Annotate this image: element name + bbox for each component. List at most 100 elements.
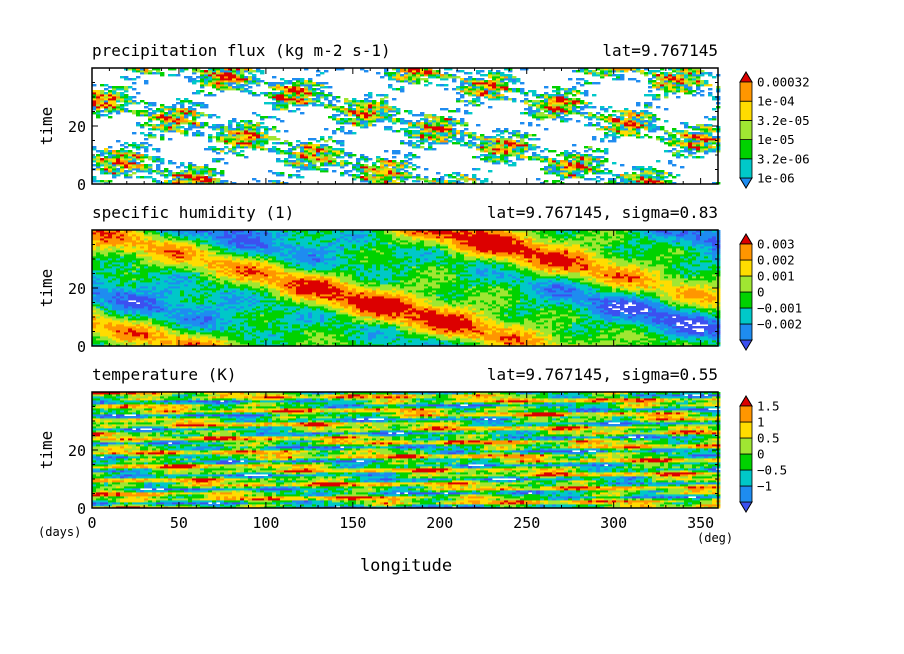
heatmap-cell — [652, 94, 656, 96]
heatmap-cell — [576, 70, 580, 72]
heatmap-cell — [148, 156, 152, 158]
heatmap-cell — [668, 160, 672, 162]
heatmap-cell — [320, 168, 324, 170]
heatmap-cell — [512, 162, 516, 164]
heatmap-cell — [536, 154, 540, 156]
heatmap-cell — [384, 100, 388, 102]
heatmap-cell — [128, 150, 132, 152]
heatmap-cell — [592, 94, 596, 96]
heatmap-cell — [456, 86, 460, 88]
heatmap-cell — [292, 152, 296, 154]
heatmap-cell — [340, 118, 344, 120]
heatmap-cell — [252, 92, 256, 94]
heatmap-cell — [696, 92, 700, 94]
heatmap-cell — [700, 124, 704, 126]
heatmap-cell — [676, 138, 680, 140]
heatmap-cell — [600, 138, 604, 140]
heatmap-cell — [532, 138, 536, 140]
heatmap-cell — [456, 178, 460, 180]
heatmap-cell — [672, 176, 676, 178]
colorbar-extend-min — [740, 178, 752, 188]
heatmap-cell — [240, 120, 244, 122]
heatmap-cell — [692, 132, 696, 134]
heatmap-cell — [464, 78, 468, 80]
heatmap-cell — [212, 158, 216, 160]
heatmap-cell — [548, 94, 552, 96]
heatmap-cell — [168, 106, 172, 108]
heatmap-cell — [196, 90, 200, 92]
heatmap-cell — [236, 152, 240, 154]
heatmap-cell — [172, 172, 176, 174]
heatmap-cell — [132, 88, 136, 90]
heatmap-cell — [336, 162, 340, 164]
heatmap-cell — [216, 152, 220, 154]
heatmap-cell — [388, 72, 392, 74]
heatmap-cell — [144, 176, 148, 178]
heatmap-cell — [168, 138, 172, 140]
heatmap-cell — [604, 126, 608, 128]
heatmap-cell — [464, 132, 468, 134]
heatmap-cell — [212, 114, 216, 116]
heatmap-cell — [100, 168, 104, 170]
heatmap-cell — [636, 112, 640, 114]
heatmap-cell — [588, 154, 592, 156]
heatmap-cell — [488, 136, 492, 138]
heatmap-cell — [140, 154, 144, 156]
heatmap-cell — [152, 170, 156, 172]
heatmap-cell — [672, 164, 676, 166]
heatmap-cell — [408, 130, 412, 132]
heatmap-cell — [216, 158, 220, 160]
heatmap-cell — [332, 140, 336, 142]
heatmap-cell — [428, 114, 432, 116]
heatmap-cell — [664, 130, 668, 132]
heatmap-cell — [408, 158, 412, 160]
heatmap-cell — [384, 126, 388, 128]
heatmap-cell — [416, 174, 420, 176]
heatmap-cell — [544, 180, 548, 182]
heatmap-cell — [704, 116, 708, 118]
heatmap-cell — [688, 132, 692, 134]
heatmap-cell — [180, 130, 184, 132]
heatmap-cell — [692, 90, 696, 92]
heatmap-cell — [340, 156, 344, 158]
heatmap-cell — [656, 74, 660, 76]
heatmap-cell — [292, 82, 296, 84]
heatmap-cell — [208, 134, 212, 136]
heatmap-cell — [380, 94, 384, 96]
heatmap-cell — [244, 76, 248, 78]
heatmap-cell — [664, 172, 668, 174]
heatmap-cell — [352, 132, 356, 134]
heatmap-cell — [684, 130, 688, 132]
heatmap-cell — [280, 172, 284, 174]
heatmap-cell — [136, 122, 140, 124]
heatmap-cell — [464, 142, 468, 144]
heatmap-cell — [132, 96, 136, 98]
heatmap-cell — [128, 86, 132, 88]
heatmap-cell — [476, 136, 480, 138]
heatmap-cell — [708, 118, 712, 120]
heatmap-cell — [256, 114, 260, 116]
heatmap-cell — [668, 180, 672, 182]
heatmap-cell — [212, 136, 216, 138]
heatmap-cell — [600, 160, 604, 162]
heatmap-cell — [116, 168, 120, 170]
heatmap-cell — [660, 72, 664, 74]
heatmap-cell — [416, 114, 420, 116]
heatmap-cell — [156, 108, 160, 110]
heatmap-cell — [204, 104, 208, 106]
heatmap-cell — [580, 112, 584, 114]
heatmap-cell — [324, 128, 328, 130]
heatmap-cell — [656, 118, 660, 120]
heatmap-cell — [240, 84, 244, 86]
heatmap-cell — [316, 144, 320, 146]
heatmap-cell — [648, 78, 652, 80]
heatmap-cell — [448, 174, 452, 176]
heatmap-cell — [484, 80, 488, 82]
heatmap-cell — [144, 106, 148, 108]
heatmap-cell — [672, 148, 676, 150]
heatmap-cell — [580, 92, 584, 94]
heatmap-cell — [144, 80, 148, 82]
heatmap-cell — [436, 116, 440, 118]
heatmap-cell — [520, 100, 524, 102]
heatmap-cell — [560, 88, 564, 90]
